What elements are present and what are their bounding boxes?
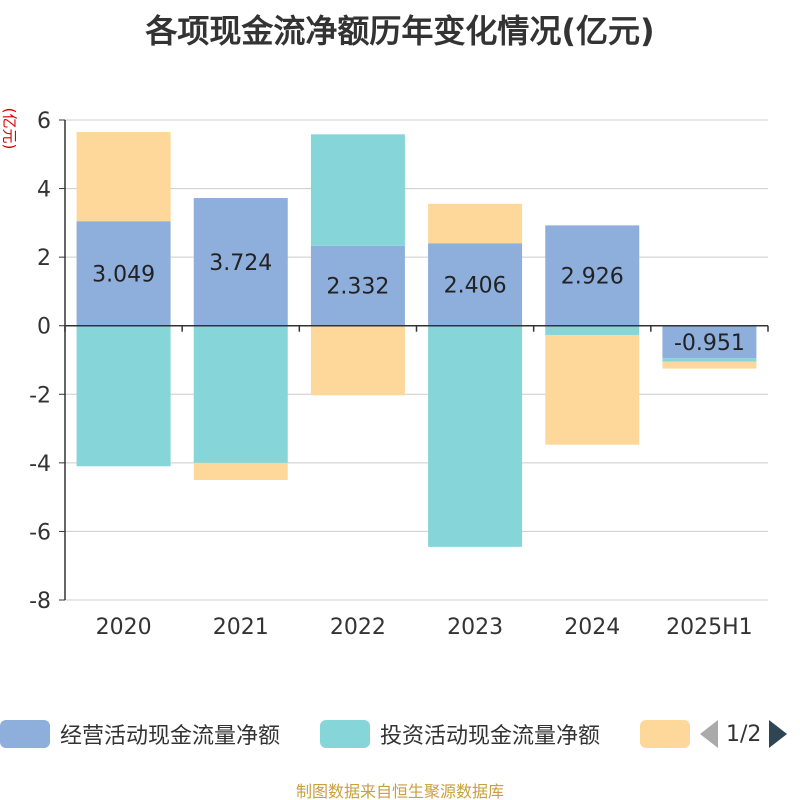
data-label-2020: 3.049 [92,262,155,287]
bar-series2-2023 [428,325,523,547]
legend-label-investing: 投资活动现金流量净额 [380,724,601,749]
y-tick-label: -4 [29,452,51,477]
bar-series1-2022 [310,245,405,326]
data-source-note: 制图数据来自恒生聚源数据库 [295,782,504,800]
data-label-2024: 2.926 [561,265,624,290]
bar-series1-2021 [193,198,288,326]
pager-prev-icon[interactable] [700,720,718,748]
bar-series1-2020 [76,221,171,326]
data-label-2023: 2.406 [444,273,507,298]
data-label-2022: 2.332 [326,275,389,300]
x-tick-label-2024: 2024 [564,615,620,640]
bar-series3-2025H1 [662,361,757,369]
bar-series1-2024 [545,225,640,326]
legend-item-third[interactable] [640,714,690,754]
y-tick-label: -8 [29,589,51,614]
data-label-2021: 3.724 [209,251,272,276]
x-tick-label-2021: 2021 [213,615,269,640]
y-tick-label: 4 [37,178,51,203]
legend: 经营活动现金流量净额 投资活动现金流量净额 1/2 [0,714,800,754]
bar-series1-2023 [428,243,523,326]
bar-series3-2020 [76,132,171,222]
bar-series2-2020 [76,325,171,467]
x-tick-label-2020: 2020 [96,615,152,640]
bar-series2-2021 [193,325,288,463]
y-tick-label: 6 [37,109,51,134]
legend-swatch-third [640,720,690,748]
legend-swatch-operating [0,720,50,748]
y-tick-label: -6 [29,520,51,545]
x-tick-label-2025H1: 2025H1 [666,615,753,640]
y-tick-label: -2 [29,383,51,408]
bar-series1-2025H1 [662,325,757,359]
bar-series3-2023 [428,203,523,244]
legend-item-investing[interactable]: 投资活动现金流量净额 [320,714,600,754]
pager-text: 1/2 [726,721,762,747]
bar-series3-2022 [310,325,405,396]
legend-pager: 1/2 [700,714,788,754]
bar-series2-2025H1 [662,358,757,362]
bar-series2-2022 [310,134,405,246]
data-label-2025H1: -0.951 [674,331,745,356]
pager-next-icon[interactable] [769,720,788,748]
x-tick-label-2022: 2022 [330,615,386,640]
legend-swatch-investing [320,720,370,748]
bar-series2-2024 [545,325,640,335]
x-tick-label-2023: 2023 [447,615,503,640]
chart-title: 各项现金流净额历年变化情况(亿元) [145,12,655,50]
bar-series3-2021 [193,462,288,480]
y-tick-label: 2 [37,246,51,271]
bar-series3-2024 [545,334,640,445]
legend-item-operating[interactable]: 经营活动现金流量净额 [0,714,280,754]
legend-label-operating: 经营活动现金流量净额 [60,724,281,749]
y-tick-label: 0 [37,315,51,340]
